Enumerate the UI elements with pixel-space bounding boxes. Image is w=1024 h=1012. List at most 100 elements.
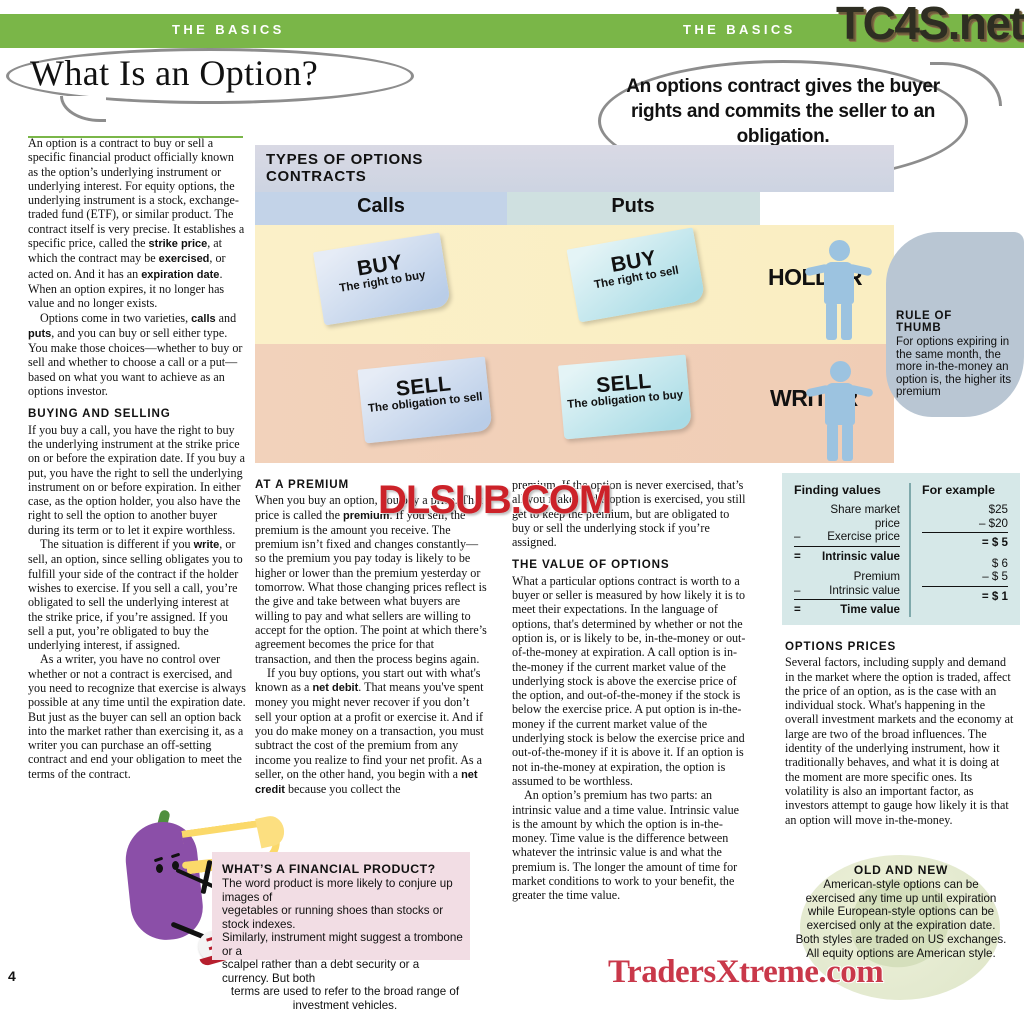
col4-para-1: Several factors, including supply and de… [785,655,1017,827]
rule-of-thumb-heading-line2: THUMB [896,322,1016,334]
table-rule [794,546,900,547]
row-op: – [794,584,805,598]
left-para-5: As a writer, you have no control over wh… [28,652,246,781]
diagram-title-line2: CONTRACTS [266,168,423,185]
table-row: =Time value [794,603,900,617]
holder-person-icon [810,240,868,340]
puts-column-label: Puts [507,195,759,218]
column-four: OPTIONS PRICES Several factors, includin… [785,640,1017,827]
on-line-5: Both styles are traded on US exchanges. [785,933,1017,947]
diagram-title: TYPES OF OPTIONS CONTRACTS [266,151,423,185]
row-label: Share market price [805,503,900,530]
row-label: Premium [805,570,900,584]
keyword-puts: puts [28,328,51,340]
table-row: $25 [922,503,1008,517]
row-label: Intrinsic value [805,584,900,598]
left-para-1: An option is a contract to buy or sell a… [28,136,246,311]
rule-of-thumb-body: For options expiring in the same month, … [896,336,1016,399]
left-para-4: The situation is different if you write,… [28,537,246,652]
old-and-new-body: American-style options can be exercised … [785,878,1017,960]
row-op: = [794,550,805,564]
finding-values-header-left: Finding values [794,483,900,497]
row-value: – $20 [922,517,1008,531]
table-row: Premium [794,570,900,584]
financial-product-body: The word product is more likely to conju… [222,877,468,1012]
keyword-exercised: exercised [159,253,210,265]
heading-options-prices: OPTIONS PRICES [785,640,1017,654]
finding-values-header-right: For example [922,483,1008,497]
old-and-new-heading: OLD AND NEW [785,863,1017,877]
row-label: Exercise price [805,530,900,544]
keyword-strike-price: strike price [149,238,208,250]
col2-para-2: If you buy options, you start out with w… [255,666,487,798]
on-line-1: American-style options can be [785,878,1017,892]
table-rule [794,599,900,600]
left-para-3: If you buy a call, you have the right to… [28,423,246,537]
left-column: An option is a contract to buy or sell a… [28,136,246,781]
heading-the-value-of-options: THE VALUE OF OPTIONS [512,558,750,572]
table-row: – $20 [922,517,1008,531]
quote-text: An options contract gives the buyer righ… [612,74,954,149]
col3-para-2: An option’s premium has two parts: an in… [512,788,750,902]
row-value: – $ 5 [922,570,1008,584]
on-line-2: exercised any time up until expiration [785,892,1017,906]
dlsub-watermark: DLSUB.COM [378,478,611,523]
col3-para-1: What a particular options contract is wo… [512,574,750,788]
row-value: $ 6 [922,557,1008,571]
header-kicker-right: THE BASICS [683,22,796,37]
table-row: $ 6 [922,557,1008,571]
fp-line-4: scalpel rather than a debt security or a… [222,958,468,985]
row-value: = $ 1 [922,590,1008,604]
row-op: = [794,603,805,617]
card-sell-call: SELL The obligation to sell [357,357,492,444]
rule-of-thumb-heading-line1: RULE OF [896,310,1016,322]
table-rule [922,532,1008,533]
page-title: What Is an Option? [30,52,318,94]
table-row: – $ 5 [922,570,1008,584]
row-value: $25 [922,503,1008,517]
tradersxtreme-watermark: TradersXtreme.com [608,954,883,991]
fp-line-1: The word product is more likely to conju… [222,877,468,904]
table-row: –Intrinsic value [794,584,900,598]
on-line-4: exercised only at the expiration date. [785,919,1017,933]
finding-values-right-col: For example $25 – $20 = $ 5 $ 6 – $ 5 = … [911,483,1008,617]
fp-line-3: Similarly, instrument might suggest a tr… [222,931,468,958]
table-row: –Exercise price [794,530,900,544]
table-row: = $ 1 [922,590,1008,604]
fp-line-6: investment vehicles. [222,999,468,1012]
table-rule [922,586,1008,587]
keyword-net-debit: net debit [312,682,358,694]
rule-of-thumb-heading: RULE OF THUMB [896,310,1016,334]
row-value: = $ 5 [922,536,1008,550]
left-para-2: Options come in two varieties, calls and… [28,311,246,399]
options-contract-types-diagram: TYPES OF OPTIONS CONTRACTS Calls Puts BU… [255,145,894,463]
rule-of-thumb-box: RULE OF THUMB For options expiring in th… [896,310,1016,399]
keyword-expiration-date: expiration date [141,269,219,281]
keyword-calls: calls [191,313,215,325]
financial-product-heading: WHAT’S A FINANCIAL PRODUCT? [222,862,468,876]
row-op [794,570,805,584]
column-three: premium. If the option is never exercise… [512,478,750,903]
calls-column-label: Calls [255,195,507,218]
finding-values-table: Finding values Share market price –Exerc… [782,473,1020,625]
row-op: – [794,530,805,544]
table-row: =Intrinsic value [794,550,900,564]
heading-buying-and-selling: BUYING AND SELLING [28,407,246,421]
header-kicker-left: THE BASICS [172,22,285,37]
tc4s-logo-watermark: TC4S.net [836,0,1023,50]
keyword-write: write [194,539,220,551]
on-line-3: while European-style options can be [785,905,1017,919]
table-row: = $ 5 [922,536,1008,550]
fp-line-5: terms are used to refer to the broad ran… [222,985,468,999]
writer-person-icon [811,361,869,461]
table-row: Share market price [794,503,900,530]
page-number: 4 [8,968,16,984]
title-bubble-tail-icon [60,96,106,122]
column-two: AT A PREMIUM When you buy an option, you… [255,478,487,798]
diagram-title-line1: TYPES OF OPTIONS [266,151,423,168]
fp-line-2: vegetables or running shoes than stocks … [222,904,468,931]
row-label: Time value [805,603,900,617]
row-label: Intrinsic value [805,550,900,564]
row-op [794,503,805,530]
